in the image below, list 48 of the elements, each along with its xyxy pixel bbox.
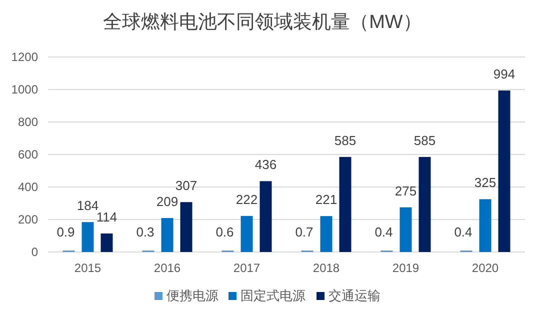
- data-label: 0.4: [454, 224, 472, 240]
- data-label: 0.9: [56, 224, 75, 240]
- bar: [339, 156, 352, 252]
- data-label: 221: [315, 192, 338, 208]
- bar: [418, 156, 431, 252]
- data-label: 436: [254, 157, 277, 172]
- data-label: 585: [334, 132, 356, 148]
- 便携电源: 0.9 0.3 0.6 0.7 0.4 0.4: [56, 224, 472, 252]
- bar: [100, 233, 113, 252]
- data-label: 0.4: [374, 224, 393, 240]
- y-tick-label: 200: [18, 212, 38, 226]
- bar: [82, 222, 94, 252]
- bar: [161, 218, 174, 252]
- y-tick-label: 1200: [11, 50, 38, 64]
- x-tick-label: 2018: [312, 261, 340, 275]
- data-label: 222: [236, 192, 258, 207]
- data-label: 585: [414, 132, 436, 148]
- data-label: 184: [76, 198, 99, 214]
- y-tick-label: 1000: [11, 82, 38, 96]
- x-tick-label: 2019: [392, 261, 420, 275]
- y-tick-label: 600: [18, 148, 38, 162]
- x-tick-label: 2016: [154, 261, 181, 275]
- bar: [479, 199, 492, 252]
- legend-label: 交通运输: [328, 288, 380, 303]
- data-label: 325: [474, 175, 496, 190]
- x-tick-label: 2015: [74, 261, 102, 275]
- legend-label: 便携电源: [166, 288, 218, 303]
- y-tick-label: 800: [18, 115, 38, 129]
- bar: [320, 216, 332, 252]
- bar: [400, 207, 412, 252]
- chart-title: 全球燃料电池不同领域装机量（MW）: [103, 12, 422, 33]
- data-label: 209: [156, 194, 178, 210]
- y-tick-label: 0: [31, 245, 38, 259]
- data-label: 0.6: [216, 224, 234, 240]
- bar: [260, 181, 272, 252]
- x-tick-label: 2017: [233, 261, 260, 275]
- x-tick-label: 2020: [472, 261, 499, 275]
- data-label: 0.7: [295, 224, 314, 240]
- bar: [498, 90, 510, 252]
- y-tick-label: 400: [18, 180, 38, 194]
- data-label: 994: [493, 66, 516, 82]
- data-label: 0.3: [136, 224, 154, 240]
- legend-label: 固定式电源: [240, 288, 306, 303]
- bar: [180, 202, 192, 252]
- bar: [240, 216, 253, 252]
- data-label: 114: [96, 209, 118, 224]
- data-label: 275: [394, 183, 417, 198]
- data-label: 307: [175, 178, 198, 194]
